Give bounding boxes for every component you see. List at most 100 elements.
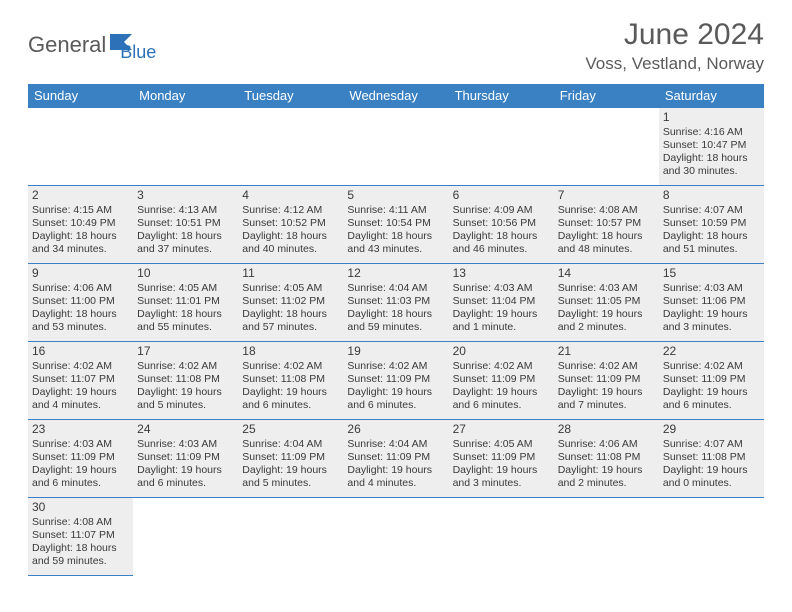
sunset-line: Sunset: 10:49 PM — [32, 217, 129, 230]
calendar-cell: 4Sunrise: 4:12 AMSunset: 10:52 PMDayligh… — [238, 186, 343, 264]
daylight-line: Daylight: 18 hours and 57 minutes. — [242, 308, 339, 334]
logo: General Blue — [28, 18, 156, 63]
daylight-line: Daylight: 18 hours and 30 minutes. — [663, 152, 760, 178]
calendar-cell: 16Sunrise: 4:02 AMSunset: 11:07 PMDaylig… — [28, 342, 133, 420]
sunset-line: Sunset: 11:05 PM — [558, 295, 655, 308]
calendar-cell: 7Sunrise: 4:08 AMSunset: 10:57 PMDayligh… — [554, 186, 659, 264]
daylight-line: Daylight: 18 hours and 48 minutes. — [558, 230, 655, 256]
weekday-sunday: Sunday — [28, 84, 133, 108]
sunset-line: Sunset: 11:09 PM — [32, 451, 129, 464]
daylight-line: Daylight: 19 hours and 2 minutes. — [558, 308, 655, 334]
sunset-line: Sunset: 11:09 PM — [663, 373, 760, 386]
day-number: 16 — [32, 344, 129, 359]
calendar-cell: 25Sunrise: 4:04 AMSunset: 11:09 PMDaylig… — [238, 420, 343, 498]
calendar-cell: 29Sunrise: 4:07 AMSunset: 11:08 PMDaylig… — [659, 420, 764, 498]
calendar-row: 16Sunrise: 4:02 AMSunset: 11:07 PMDaylig… — [28, 342, 764, 420]
sunset-line: Sunset: 11:08 PM — [558, 451, 655, 464]
day-number: 2 — [32, 188, 129, 203]
calendar-cell-empty — [554, 498, 659, 576]
calendar-cell: 21Sunrise: 4:02 AMSunset: 11:09 PMDaylig… — [554, 342, 659, 420]
month-title: June 2024 — [585, 18, 764, 52]
sunrise-line: Sunrise: 4:03 AM — [32, 438, 129, 451]
sunrise-line: Sunrise: 4:04 AM — [242, 438, 339, 451]
calendar-cell: 9Sunrise: 4:06 AMSunset: 11:00 PMDayligh… — [28, 264, 133, 342]
sunrise-line: Sunrise: 4:04 AM — [347, 282, 444, 295]
sunset-line: Sunset: 10:59 PM — [663, 217, 760, 230]
calendar-cell: 18Sunrise: 4:02 AMSunset: 11:08 PMDaylig… — [238, 342, 343, 420]
weekday-saturday: Saturday — [659, 84, 764, 108]
sunset-line: Sunset: 11:08 PM — [663, 451, 760, 464]
calendar-cell-empty — [133, 108, 238, 186]
sunrise-line: Sunrise: 4:02 AM — [242, 360, 339, 373]
calendar-cell: 13Sunrise: 4:03 AMSunset: 11:04 PMDaylig… — [449, 264, 554, 342]
day-number: 6 — [453, 188, 550, 203]
daylight-line: Daylight: 19 hours and 4 minutes. — [32, 386, 129, 412]
calendar-cell: 28Sunrise: 4:06 AMSunset: 11:08 PMDaylig… — [554, 420, 659, 498]
daylight-line: Daylight: 19 hours and 5 minutes. — [137, 386, 234, 412]
sunrise-line: Sunrise: 4:05 AM — [453, 438, 550, 451]
calendar-table: Sunday Monday Tuesday Wednesday Thursday… — [28, 84, 764, 576]
daylight-line: Daylight: 19 hours and 5 minutes. — [242, 464, 339, 490]
day-number: 14 — [558, 266, 655, 281]
sunrise-line: Sunrise: 4:02 AM — [558, 360, 655, 373]
calendar-cell: 6Sunrise: 4:09 AMSunset: 10:56 PMDayligh… — [449, 186, 554, 264]
day-number: 27 — [453, 422, 550, 437]
header: General Blue June 2024 Voss, Vestland, N… — [28, 18, 764, 74]
sunrise-line: Sunrise: 4:04 AM — [347, 438, 444, 451]
daylight-line: Daylight: 18 hours and 59 minutes. — [347, 308, 444, 334]
sunrise-line: Sunrise: 4:05 AM — [242, 282, 339, 295]
calendar-cell-empty — [343, 498, 448, 576]
day-number: 12 — [347, 266, 444, 281]
calendar-cell: 11Sunrise: 4:05 AMSunset: 11:02 PMDaylig… — [238, 264, 343, 342]
calendar-cell: 14Sunrise: 4:03 AMSunset: 11:05 PMDaylig… — [554, 264, 659, 342]
calendar-cell: 3Sunrise: 4:13 AMSunset: 10:51 PMDayligh… — [133, 186, 238, 264]
day-number: 25 — [242, 422, 339, 437]
sunrise-line: Sunrise: 4:07 AM — [663, 204, 760, 217]
day-number: 7 — [558, 188, 655, 203]
sunrise-line: Sunrise: 4:16 AM — [663, 126, 760, 139]
calendar-cell: 26Sunrise: 4:04 AMSunset: 11:09 PMDaylig… — [343, 420, 448, 498]
sunrise-line: Sunrise: 4:03 AM — [137, 438, 234, 451]
sunset-line: Sunset: 11:00 PM — [32, 295, 129, 308]
daylight-line: Daylight: 19 hours and 6 minutes. — [137, 464, 234, 490]
day-number: 30 — [32, 500, 129, 515]
sunrise-line: Sunrise: 4:03 AM — [663, 282, 760, 295]
sunrise-line: Sunrise: 4:08 AM — [32, 516, 129, 529]
sunset-line: Sunset: 10:54 PM — [347, 217, 444, 230]
sunrise-line: Sunrise: 4:12 AM — [242, 204, 339, 217]
weekday-wednesday: Wednesday — [343, 84, 448, 108]
calendar-cell: 27Sunrise: 4:05 AMSunset: 11:09 PMDaylig… — [449, 420, 554, 498]
daylight-line: Daylight: 18 hours and 43 minutes. — [347, 230, 444, 256]
daylight-line: Daylight: 19 hours and 7 minutes. — [558, 386, 655, 412]
sunrise-line: Sunrise: 4:07 AM — [663, 438, 760, 451]
day-number: 18 — [242, 344, 339, 359]
day-number: 15 — [663, 266, 760, 281]
sunset-line: Sunset: 11:02 PM — [242, 295, 339, 308]
calendar-cell: 10Sunrise: 4:05 AMSunset: 11:01 PMDaylig… — [133, 264, 238, 342]
daylight-line: Daylight: 19 hours and 2 minutes. — [558, 464, 655, 490]
sunset-line: Sunset: 10:47 PM — [663, 139, 760, 152]
daylight-line: Daylight: 18 hours and 34 minutes. — [32, 230, 129, 256]
sunrise-line: Sunrise: 4:03 AM — [453, 282, 550, 295]
sunrise-line: Sunrise: 4:09 AM — [453, 204, 550, 217]
calendar-body: 1Sunrise: 4:16 AMSunset: 10:47 PMDayligh… — [28, 108, 764, 576]
daylight-line: Daylight: 18 hours and 46 minutes. — [453, 230, 550, 256]
day-number: 17 — [137, 344, 234, 359]
calendar-cell-empty — [554, 108, 659, 186]
sunrise-line: Sunrise: 4:08 AM — [558, 204, 655, 217]
daylight-line: Daylight: 18 hours and 37 minutes. — [137, 230, 234, 256]
sunset-line: Sunset: 11:07 PM — [32, 529, 129, 542]
day-number: 19 — [347, 344, 444, 359]
sunrise-line: Sunrise: 4:02 AM — [32, 360, 129, 373]
calendar-cell: 30Sunrise: 4:08 AMSunset: 11:07 PMDaylig… — [28, 498, 133, 576]
calendar-cell-empty — [449, 108, 554, 186]
sunrise-line: Sunrise: 4:05 AM — [137, 282, 234, 295]
calendar-cell-empty — [238, 108, 343, 186]
sunrise-line: Sunrise: 4:06 AM — [32, 282, 129, 295]
sunrise-line: Sunrise: 4:15 AM — [32, 204, 129, 217]
daylight-line: Daylight: 19 hours and 4 minutes. — [347, 464, 444, 490]
day-number: 22 — [663, 344, 760, 359]
calendar-cell-empty — [343, 108, 448, 186]
sunset-line: Sunset: 10:56 PM — [453, 217, 550, 230]
sunrise-line: Sunrise: 4:13 AM — [137, 204, 234, 217]
